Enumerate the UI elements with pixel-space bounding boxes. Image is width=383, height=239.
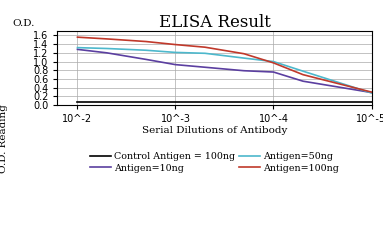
X-axis label: Serial Dilutions of Antibody: Serial Dilutions of Antibody [142,125,287,135]
Text: O.D.: O.D. [12,19,34,28]
Legend: Control Antigen = 100ng, Antigen=10ng, Antigen=50ng, Antigen=100ng: Control Antigen = 100ng, Antigen=10ng, A… [87,148,342,176]
Title: ELISA Result: ELISA Result [159,14,270,31]
Text: O.D. Reading: O.D. Reading [0,104,8,173]
